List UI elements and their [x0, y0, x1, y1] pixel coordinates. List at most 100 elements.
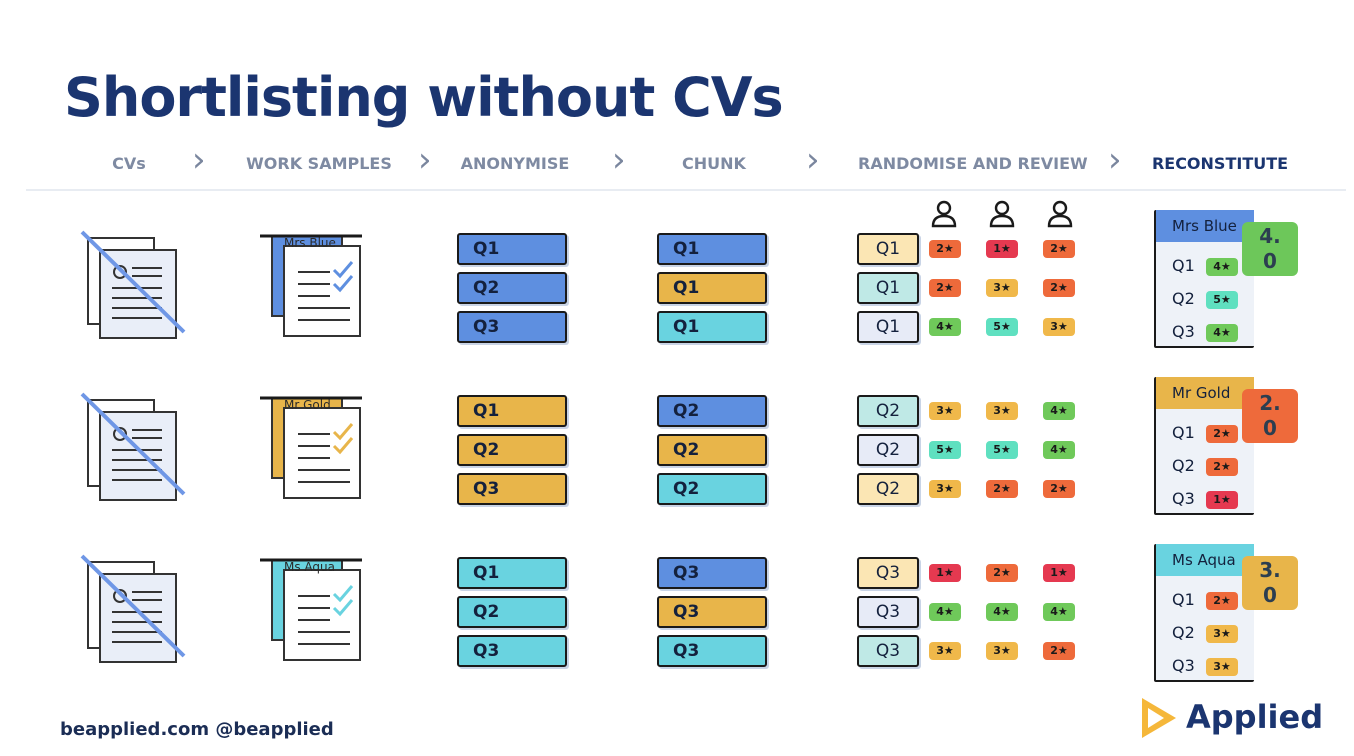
rating-badge: 4★	[929, 318, 961, 336]
rating-badge: 2★	[929, 279, 961, 297]
chunked-answer: Q1	[657, 272, 767, 304]
candidate-card: Mrs Blue Q1 4★ Q2 5★ Q3 4★	[1154, 210, 1254, 348]
candidate-rating-badge: 2★	[1206, 425, 1238, 443]
rating-badge: 4★	[986, 603, 1018, 621]
review-answer: Q2	[857, 473, 919, 505]
candidate-rating-badge: 3★	[1206, 658, 1238, 676]
crossed-cv-icon	[80, 230, 186, 339]
rating-badge: 1★	[1043, 564, 1075, 582]
crossed-cv-icon	[80, 554, 186, 663]
review-answer: Q2	[857, 395, 919, 427]
candidate-question: Q3	[1172, 489, 1195, 508]
rating-badge: 3★	[929, 402, 961, 420]
chevron-right-icon: ›	[612, 140, 626, 180]
candidate-question: Q2	[1172, 623, 1195, 642]
anonymised-answer: Q2	[457, 596, 567, 628]
score-line-1: 3.	[1259, 558, 1281, 582]
review-answer: Q1	[857, 233, 919, 265]
candidate-card: Ms Aqua Q1 2★ Q2 3★ Q3 3★	[1154, 544, 1254, 682]
rating-badge: 2★	[1043, 279, 1075, 297]
applied-logo-text: Applied	[1186, 698, 1324, 736]
score-line-2: 0	[1263, 416, 1277, 440]
review-answer: Q3	[857, 635, 919, 667]
anonymised-answer: Q3	[457, 473, 567, 505]
work-sample-icon	[260, 396, 362, 499]
step-label-6: RECONSTITUTE	[1151, 154, 1289, 173]
person-icon	[989, 200, 1015, 228]
header-divider	[26, 189, 1346, 191]
candidate-question: Q3	[1172, 322, 1195, 341]
candidate-score: 3. 0	[1242, 556, 1298, 610]
rating-badge: 4★	[929, 603, 961, 621]
candidate-question: Q2	[1172, 456, 1195, 475]
rating-badge: 5★	[986, 441, 1018, 459]
step-label-2: WORK SAMPLES	[246, 154, 392, 173]
candidate-rating-badge: 4★	[1206, 258, 1238, 276]
person-icon	[931, 200, 957, 228]
candidate-rating-badge: 4★	[1206, 324, 1238, 342]
person-icon	[1047, 200, 1073, 228]
review-answer: Q3	[857, 596, 919, 628]
score-line-2: 0	[1263, 583, 1277, 607]
rating-badge: 3★	[986, 642, 1018, 660]
work-sample-name: Mrs Blue	[284, 236, 336, 250]
candidate-question: Q1	[1172, 590, 1195, 609]
candidate-name: Ms Aqua	[1156, 544, 1254, 576]
step-label-4: CHUNK	[682, 154, 746, 173]
candidate-rating-badge: 1★	[1206, 491, 1238, 509]
chunked-answer: Q3	[657, 596, 767, 628]
chevron-right-icon: ›	[806, 140, 820, 180]
rating-badge: 4★	[1043, 603, 1075, 621]
step-label-3: ANONYMISE	[460, 154, 570, 173]
anonymised-answer: Q2	[457, 434, 567, 466]
work-sample-name: Mr Gold	[284, 398, 331, 412]
rating-badge: 5★	[929, 441, 961, 459]
rating-badge: 2★	[1043, 480, 1075, 498]
rating-badge: 3★	[929, 642, 961, 660]
chunked-answer: Q1	[657, 233, 767, 265]
candidate-rating-badge: 2★	[1206, 458, 1238, 476]
review-answer: Q1	[857, 272, 919, 304]
work-sample-icon	[260, 234, 362, 337]
rating-badge: 2★	[1043, 240, 1075, 258]
candidate-rating-badge: 5★	[1206, 291, 1238, 309]
chunked-answer: Q3	[657, 557, 767, 589]
step-label-5: RANDOMISE AND REVIEW	[858, 154, 1088, 173]
rating-badge: 2★	[986, 564, 1018, 582]
candidate-name: Mr Gold	[1156, 377, 1254, 409]
chunked-answer: Q2	[657, 395, 767, 427]
rating-badge: 3★	[1043, 318, 1075, 336]
candidate-rating-badge: 3★	[1206, 625, 1238, 643]
candidate-question: Q1	[1172, 256, 1195, 275]
chevron-right-icon: ›	[192, 140, 206, 180]
applied-logo-icon	[1142, 698, 1176, 738]
chunked-answer: Q2	[657, 434, 767, 466]
rating-badge: 2★	[929, 240, 961, 258]
candidate-score: 2. 0	[1242, 389, 1298, 443]
rating-badge: 1★	[986, 240, 1018, 258]
anonymised-answer: Q3	[457, 311, 567, 343]
rating-badge: 5★	[986, 318, 1018, 336]
work-sample-icon	[260, 558, 362, 661]
chunked-answer: Q1	[657, 311, 767, 343]
anonymised-answer: Q1	[457, 395, 567, 427]
chunked-answer: Q3	[657, 635, 767, 667]
crossed-cv-icon	[80, 392, 186, 501]
candidate-name: Mrs Blue	[1156, 210, 1254, 242]
rating-badge: 3★	[986, 402, 1018, 420]
page-title: Shortlisting without CVs	[64, 66, 784, 129]
anonymised-answer: Q2	[457, 272, 567, 304]
chevron-right-icon: ›	[1108, 140, 1122, 180]
score-line-1: 2.	[1259, 391, 1281, 415]
rating-badge: 4★	[1043, 402, 1075, 420]
rating-badge: 3★	[929, 480, 961, 498]
candidate-rating-badge: 2★	[1206, 592, 1238, 610]
anonymised-answer: Q1	[457, 557, 567, 589]
candidate-question: Q3	[1172, 656, 1195, 675]
step-label-1: CVs	[112, 154, 146, 173]
rating-badge: 2★	[1043, 642, 1075, 660]
chevron-right-icon: ›	[418, 140, 432, 180]
score-line-1: 4.	[1259, 224, 1281, 248]
review-answer: Q2	[857, 434, 919, 466]
work-sample-name: Ms Aqua	[284, 560, 335, 574]
